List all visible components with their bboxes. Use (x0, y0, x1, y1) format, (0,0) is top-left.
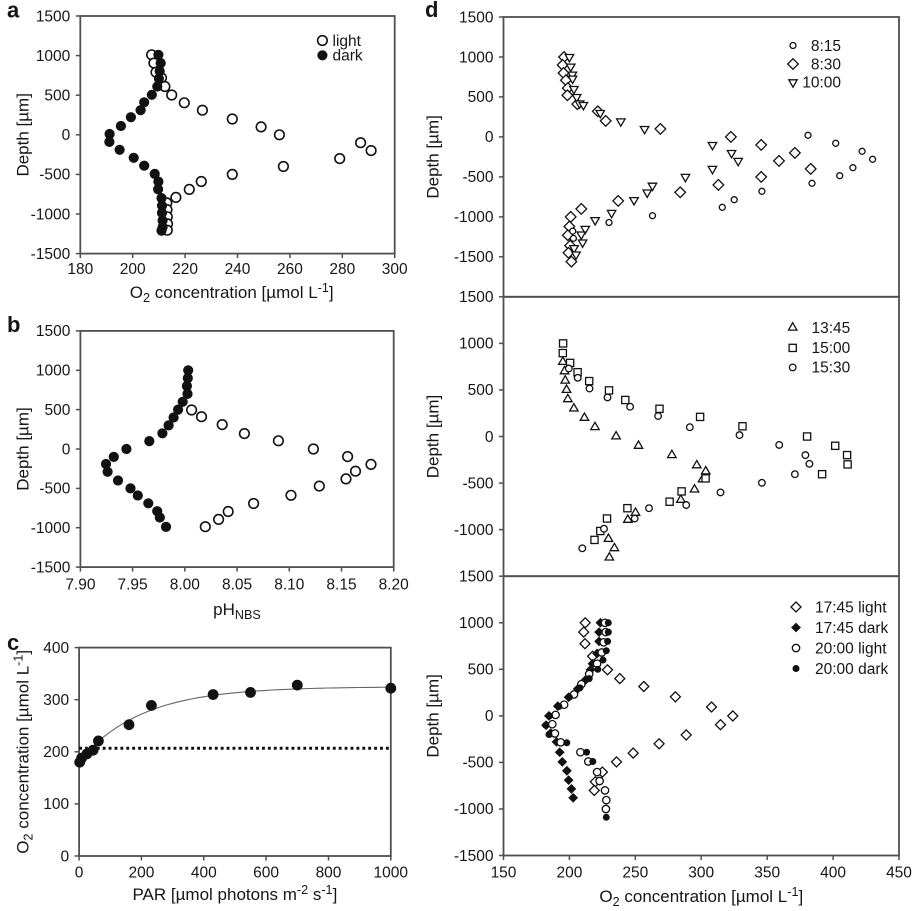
svg-text:light: light (333, 33, 362, 50)
svg-text:400: 400 (43, 640, 69, 657)
svg-text:1000: 1000 (36, 48, 71, 65)
svg-text:180: 180 (67, 261, 93, 278)
svg-text:dark: dark (333, 48, 363, 65)
svg-text:600: 600 (253, 865, 279, 882)
svg-text:10:00: 10:00 (802, 75, 841, 92)
svg-text:-500: -500 (462, 169, 493, 186)
svg-text:400: 400 (820, 864, 846, 881)
svg-text:100: 100 (43, 796, 69, 813)
svg-text:Depth [µm]: Depth [µm] (424, 115, 443, 199)
svg-text:300: 300 (43, 692, 69, 709)
svg-text:1500: 1500 (459, 569, 494, 586)
svg-text:1500: 1500 (36, 323, 71, 340)
svg-text:8.05: 8.05 (222, 577, 252, 594)
svg-text:20:00 light: 20:00 light (815, 640, 887, 657)
svg-text:150: 150 (491, 864, 517, 881)
svg-text:200: 200 (120, 261, 146, 278)
svg-text:8:15: 8:15 (811, 38, 841, 55)
svg-text:Depth [µm]: Depth [µm] (14, 93, 33, 177)
svg-text:-1500: -1500 (31, 559, 71, 576)
svg-text:0: 0 (60, 848, 69, 865)
svg-text:400: 400 (191, 865, 217, 882)
svg-text:-1000: -1000 (454, 209, 494, 226)
svg-text:0: 0 (75, 865, 84, 882)
svg-text:1000: 1000 (459, 336, 494, 353)
svg-text:-1000: -1000 (31, 206, 71, 223)
svg-text:-1000: -1000 (454, 522, 494, 539)
svg-text:O2 concentration [µmol L-1]: O2 concentration [µmol L-1] (599, 885, 803, 909)
svg-text:O2 concentration [µmol L-1]: O2 concentration [µmol L-1] (130, 281, 334, 305)
svg-text:800: 800 (316, 865, 342, 882)
svg-text:8.15: 8.15 (326, 577, 356, 594)
svg-text:0: 0 (485, 429, 494, 446)
svg-text:500: 500 (45, 402, 71, 419)
svg-text:500: 500 (468, 662, 494, 679)
svg-text:15:00: 15:00 (812, 340, 851, 357)
svg-text:220: 220 (172, 261, 198, 278)
svg-text:-1500: -1500 (454, 249, 494, 266)
svg-text:PAR [µmol photons m-2 s-1]: PAR [µmol photons m-2 s-1] (132, 883, 337, 904)
svg-text:260: 260 (277, 261, 303, 278)
svg-text:d: d (425, 0, 438, 22)
svg-text:500: 500 (44, 88, 70, 105)
svg-text:O2 concentration [µmol L-1]: O2 concentration [µmol L-1] (12, 650, 36, 854)
svg-text:0: 0 (62, 127, 71, 144)
svg-text:c: c (7, 630, 19, 655)
svg-text:Depth [µm]: Depth [µm] (424, 395, 443, 479)
svg-text:200: 200 (43, 744, 69, 761)
svg-text:300: 300 (688, 864, 714, 881)
svg-text:1000: 1000 (459, 615, 494, 632)
svg-text:0: 0 (485, 708, 494, 725)
svg-text:200: 200 (128, 865, 154, 882)
svg-text:8.10: 8.10 (274, 577, 305, 594)
svg-text:15:30: 15:30 (812, 360, 851, 377)
svg-text:pHNBS: pHNBS (213, 600, 261, 622)
svg-text:7.90: 7.90 (65, 577, 96, 594)
svg-text:17:45 light: 17:45 light (815, 599, 887, 616)
svg-text:8.00: 8.00 (170, 577, 201, 594)
svg-text:1000: 1000 (36, 363, 71, 380)
svg-text:500: 500 (468, 89, 494, 106)
svg-text:a: a (7, 0, 20, 23)
svg-text:-500: -500 (39, 481, 70, 498)
svg-text:b: b (7, 312, 20, 337)
svg-text:1500: 1500 (459, 289, 494, 306)
svg-text:Depth [µm]: Depth [µm] (424, 674, 443, 758)
svg-text:13:45: 13:45 (812, 320, 851, 337)
svg-text:1000: 1000 (459, 49, 494, 66)
svg-text:500: 500 (468, 382, 494, 399)
svg-text:1000: 1000 (374, 865, 409, 882)
svg-text:350: 350 (754, 864, 780, 881)
svg-text:20:00 dark: 20:00 dark (815, 661, 888, 678)
svg-text:7.95: 7.95 (118, 577, 148, 594)
svg-text:250: 250 (622, 864, 648, 881)
svg-text:0: 0 (62, 441, 71, 458)
svg-text:-1000: -1000 (31, 520, 71, 537)
svg-text:17:45 dark: 17:45 dark (815, 620, 888, 637)
svg-text:-1500: -1500 (454, 848, 494, 865)
svg-text:200: 200 (556, 864, 582, 881)
svg-text:-500: -500 (39, 167, 70, 184)
svg-text:300: 300 (382, 261, 408, 278)
svg-text:450: 450 (886, 864, 912, 881)
svg-text:240: 240 (225, 261, 251, 278)
svg-text:1500: 1500 (459, 9, 494, 26)
svg-text:1500: 1500 (36, 8, 71, 25)
svg-text:8:30: 8:30 (811, 56, 842, 73)
svg-text:-1000: -1000 (454, 801, 494, 818)
svg-text:8.20: 8.20 (379, 577, 410, 594)
svg-text:Depth [µm]: Depth [µm] (14, 407, 33, 491)
svg-text:-500: -500 (462, 755, 493, 772)
svg-text:280: 280 (329, 261, 355, 278)
svg-text:-500: -500 (462, 475, 493, 492)
svg-text:0: 0 (485, 129, 494, 146)
svg-text:-1500: -1500 (31, 246, 71, 263)
